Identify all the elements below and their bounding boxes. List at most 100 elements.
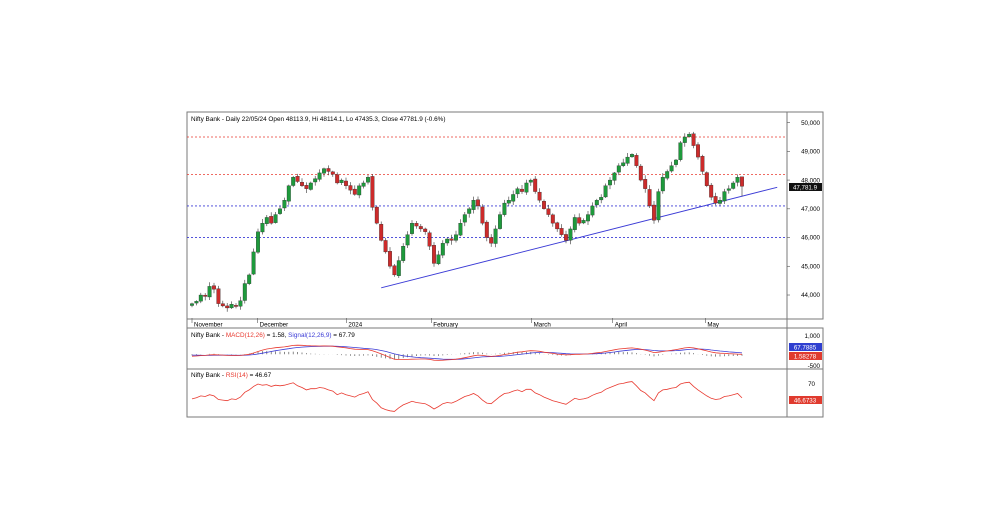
candle-body [379,223,384,241]
candle-body [203,294,208,297]
price-axis-tick-label: 48,000 [801,177,820,184]
candle-body [493,228,498,244]
candle-body [572,217,577,230]
last-price-badge-bg [789,183,822,191]
candle-body [207,286,212,298]
candle-body [348,185,353,191]
candle-body [326,168,331,172]
rsi-line [191,381,743,412]
candle-body [462,214,467,223]
candle-body [709,184,714,198]
candle-body [612,172,617,181]
candle-body [515,188,520,195]
candle-body [674,159,678,165]
candle-body [647,189,652,207]
candle-body [506,200,511,204]
candle-body [691,133,696,146]
candle-body [322,168,326,174]
candle-body [366,177,370,183]
rsi-panel-frame [186,368,788,418]
candle-body [269,216,274,224]
candle-body [528,179,533,183]
candle-body [436,254,441,265]
candle-body [608,179,612,186]
candle-body [251,251,256,275]
candle-body [502,202,507,215]
candle-body [190,303,194,306]
candle-body [432,245,436,264]
candle-body [282,200,287,209]
candle-body [212,285,216,290]
price-axis-tick-label: 45,000 [801,263,820,270]
candle-body [370,176,375,208]
candle-body [216,288,221,304]
candle-body [735,177,740,183]
candle-body [260,223,265,233]
candle-body [568,228,573,241]
candle-body [542,200,546,209]
candle-body [581,220,586,224]
candle-body [603,185,608,198]
candle-body [498,214,502,229]
macd-legend-prefix: Nifty Bank - [191,332,226,339]
candle-body [317,172,322,180]
support-trendline [381,186,778,289]
rsi-legend-name: RSI(14) [226,372,248,379]
rsi-legend-value: = 46.67 [248,372,272,379]
candle-body [704,172,709,186]
price-axis-tick-label: 50,000 [801,120,820,127]
candle-body [546,208,551,215]
macd-legend-value: = 1.58, [265,332,288,339]
candle-body [616,165,621,173]
candle-body [304,185,309,189]
macd-line [191,344,743,361]
candle-body [449,238,454,241]
candle-body [480,206,485,224]
month-label: February [433,322,459,329]
candle-body [726,188,731,191]
month-label: April [615,322,627,329]
price-axis-ticks: 44,000 45,000 46,000 47,000 48,000 49,000 50,0… [787,120,821,299]
rsi-series [191,381,743,412]
candle-body [643,179,648,189]
candle-body [454,234,458,241]
candle-body [229,304,234,309]
candle-body [740,176,744,187]
signal-line [191,345,743,360]
month-label: November [194,322,223,329]
candle-body [520,188,524,192]
candle-body [234,305,238,307]
macd-axis-tick-1000: 1,000 [805,333,821,340]
rsi-badge: 46.6733 [794,398,817,405]
signal-legend-name: Signal(12,26,9) [288,332,331,339]
candle-body [625,156,630,164]
candle-body [665,171,670,179]
candle-body [489,237,494,244]
candle-body [300,181,304,186]
candle-body [687,133,692,137]
candle-body [652,204,656,221]
rsi-axis-frame [786,368,824,418]
rsi-legend: Nifty Bank - RSI(14) = 46.67 [191,372,272,379]
candle-body [238,300,243,307]
candle-body [682,136,687,143]
candle-body [388,251,392,267]
candle-body [220,303,225,307]
candle-body [308,182,313,190]
last-price-badge: 47,781.9 [793,185,818,192]
candle-body [198,294,203,302]
candle-body [445,238,450,244]
candle-body [524,182,529,193]
candle-body [392,265,397,276]
candle-body [599,197,604,201]
candle-body [357,185,362,196]
price-axis-tick-label: 46,000 [801,235,820,242]
candle-body [660,177,665,192]
candle-body [344,180,348,186]
candle-body [476,199,480,207]
candle-body [458,223,463,236]
candle-body [410,223,414,234]
candle-body [396,260,401,276]
candle-body [423,228,428,232]
